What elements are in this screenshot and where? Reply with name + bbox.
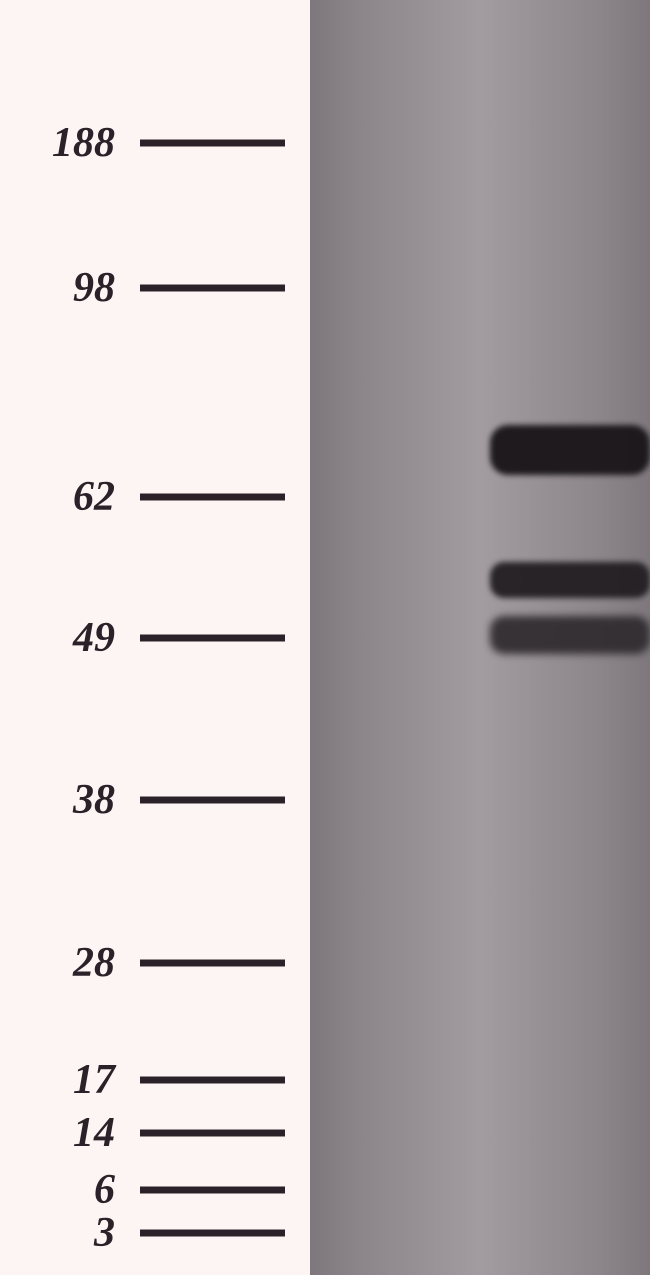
mw-marker-label: 98 (0, 267, 115, 309)
mw-marker-tick (140, 1077, 285, 1084)
mw-marker-tick (140, 797, 285, 804)
mw-marker-label: 188 (0, 122, 115, 164)
blot-membrane (310, 0, 650, 1275)
mw-marker-label: 62 (0, 476, 115, 518)
blot-band (490, 562, 650, 598)
western-blot-figure: 188 98 62 49 38 28 17 14 63 (0, 0, 650, 1275)
mw-marker-tick (140, 635, 285, 642)
mw-marker-label: 38 (0, 779, 115, 821)
mw-marker-tick (140, 140, 285, 147)
mw-marker-tick (140, 285, 285, 292)
mw-marker-tick (140, 494, 285, 501)
mw-marker-label: 14 (0, 1112, 115, 1154)
mw-marker-label: 6 (0, 1169, 115, 1211)
mw-marker-label: 28 (0, 942, 115, 984)
mw-marker-tick (140, 960, 285, 967)
mw-ladder: 188 98 62 49 38 28 17 14 63 (0, 0, 310, 1275)
mw-marker-tick (140, 1130, 285, 1137)
mw-marker-label: 49 (0, 617, 115, 659)
mw-marker-label: 17 (0, 1059, 115, 1101)
mw-marker-tick (140, 1187, 285, 1194)
blot-band (490, 425, 650, 475)
mw-marker-tick (140, 1230, 285, 1237)
blot-band (490, 616, 650, 654)
mw-marker-label: 3 (0, 1212, 115, 1254)
